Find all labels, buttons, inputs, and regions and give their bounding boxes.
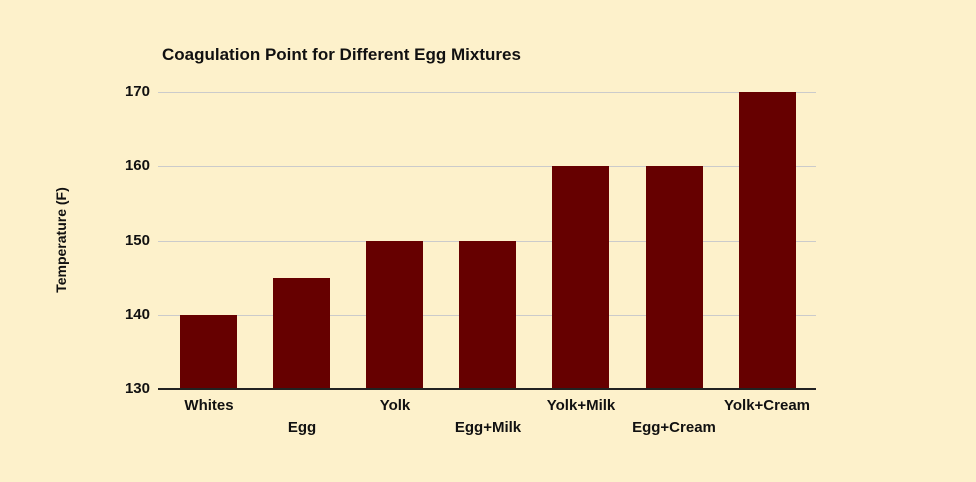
x-tick-label: Egg+Milk bbox=[454, 419, 522, 436]
y-tick-label: 150 bbox=[124, 232, 150, 249]
x-tick-label: Egg+Cream bbox=[632, 419, 716, 436]
bar-egg-milk bbox=[459, 241, 516, 388]
y-tick-label: 140 bbox=[124, 306, 150, 323]
bar-whites bbox=[180, 315, 237, 388]
x-tick-label: Yolk+Milk bbox=[546, 397, 616, 414]
x-tick-label: Whites bbox=[184, 397, 234, 414]
bar-egg bbox=[273, 278, 330, 388]
x-tick-label: Yolk bbox=[379, 397, 411, 414]
gridline bbox=[158, 92, 816, 93]
x-tick-label: Egg bbox=[287, 419, 317, 436]
bar-egg-cream bbox=[646, 166, 703, 388]
gridline bbox=[158, 166, 816, 167]
y-tick-label: 170 bbox=[124, 83, 150, 100]
chart-title: Coagulation Point for Different Egg Mixt… bbox=[162, 45, 521, 64]
y-tick-label: 130 bbox=[124, 380, 150, 397]
x-axis-line bbox=[158, 388, 816, 390]
y-axis-title: Temperature (F) bbox=[53, 187, 69, 293]
y-tick-label: 160 bbox=[124, 157, 150, 174]
bar-yolk bbox=[366, 241, 423, 388]
bar-yolk-milk bbox=[552, 166, 609, 388]
bar-yolk-cream bbox=[739, 92, 796, 388]
x-tick-label: Yolk+Cream bbox=[723, 397, 810, 414]
